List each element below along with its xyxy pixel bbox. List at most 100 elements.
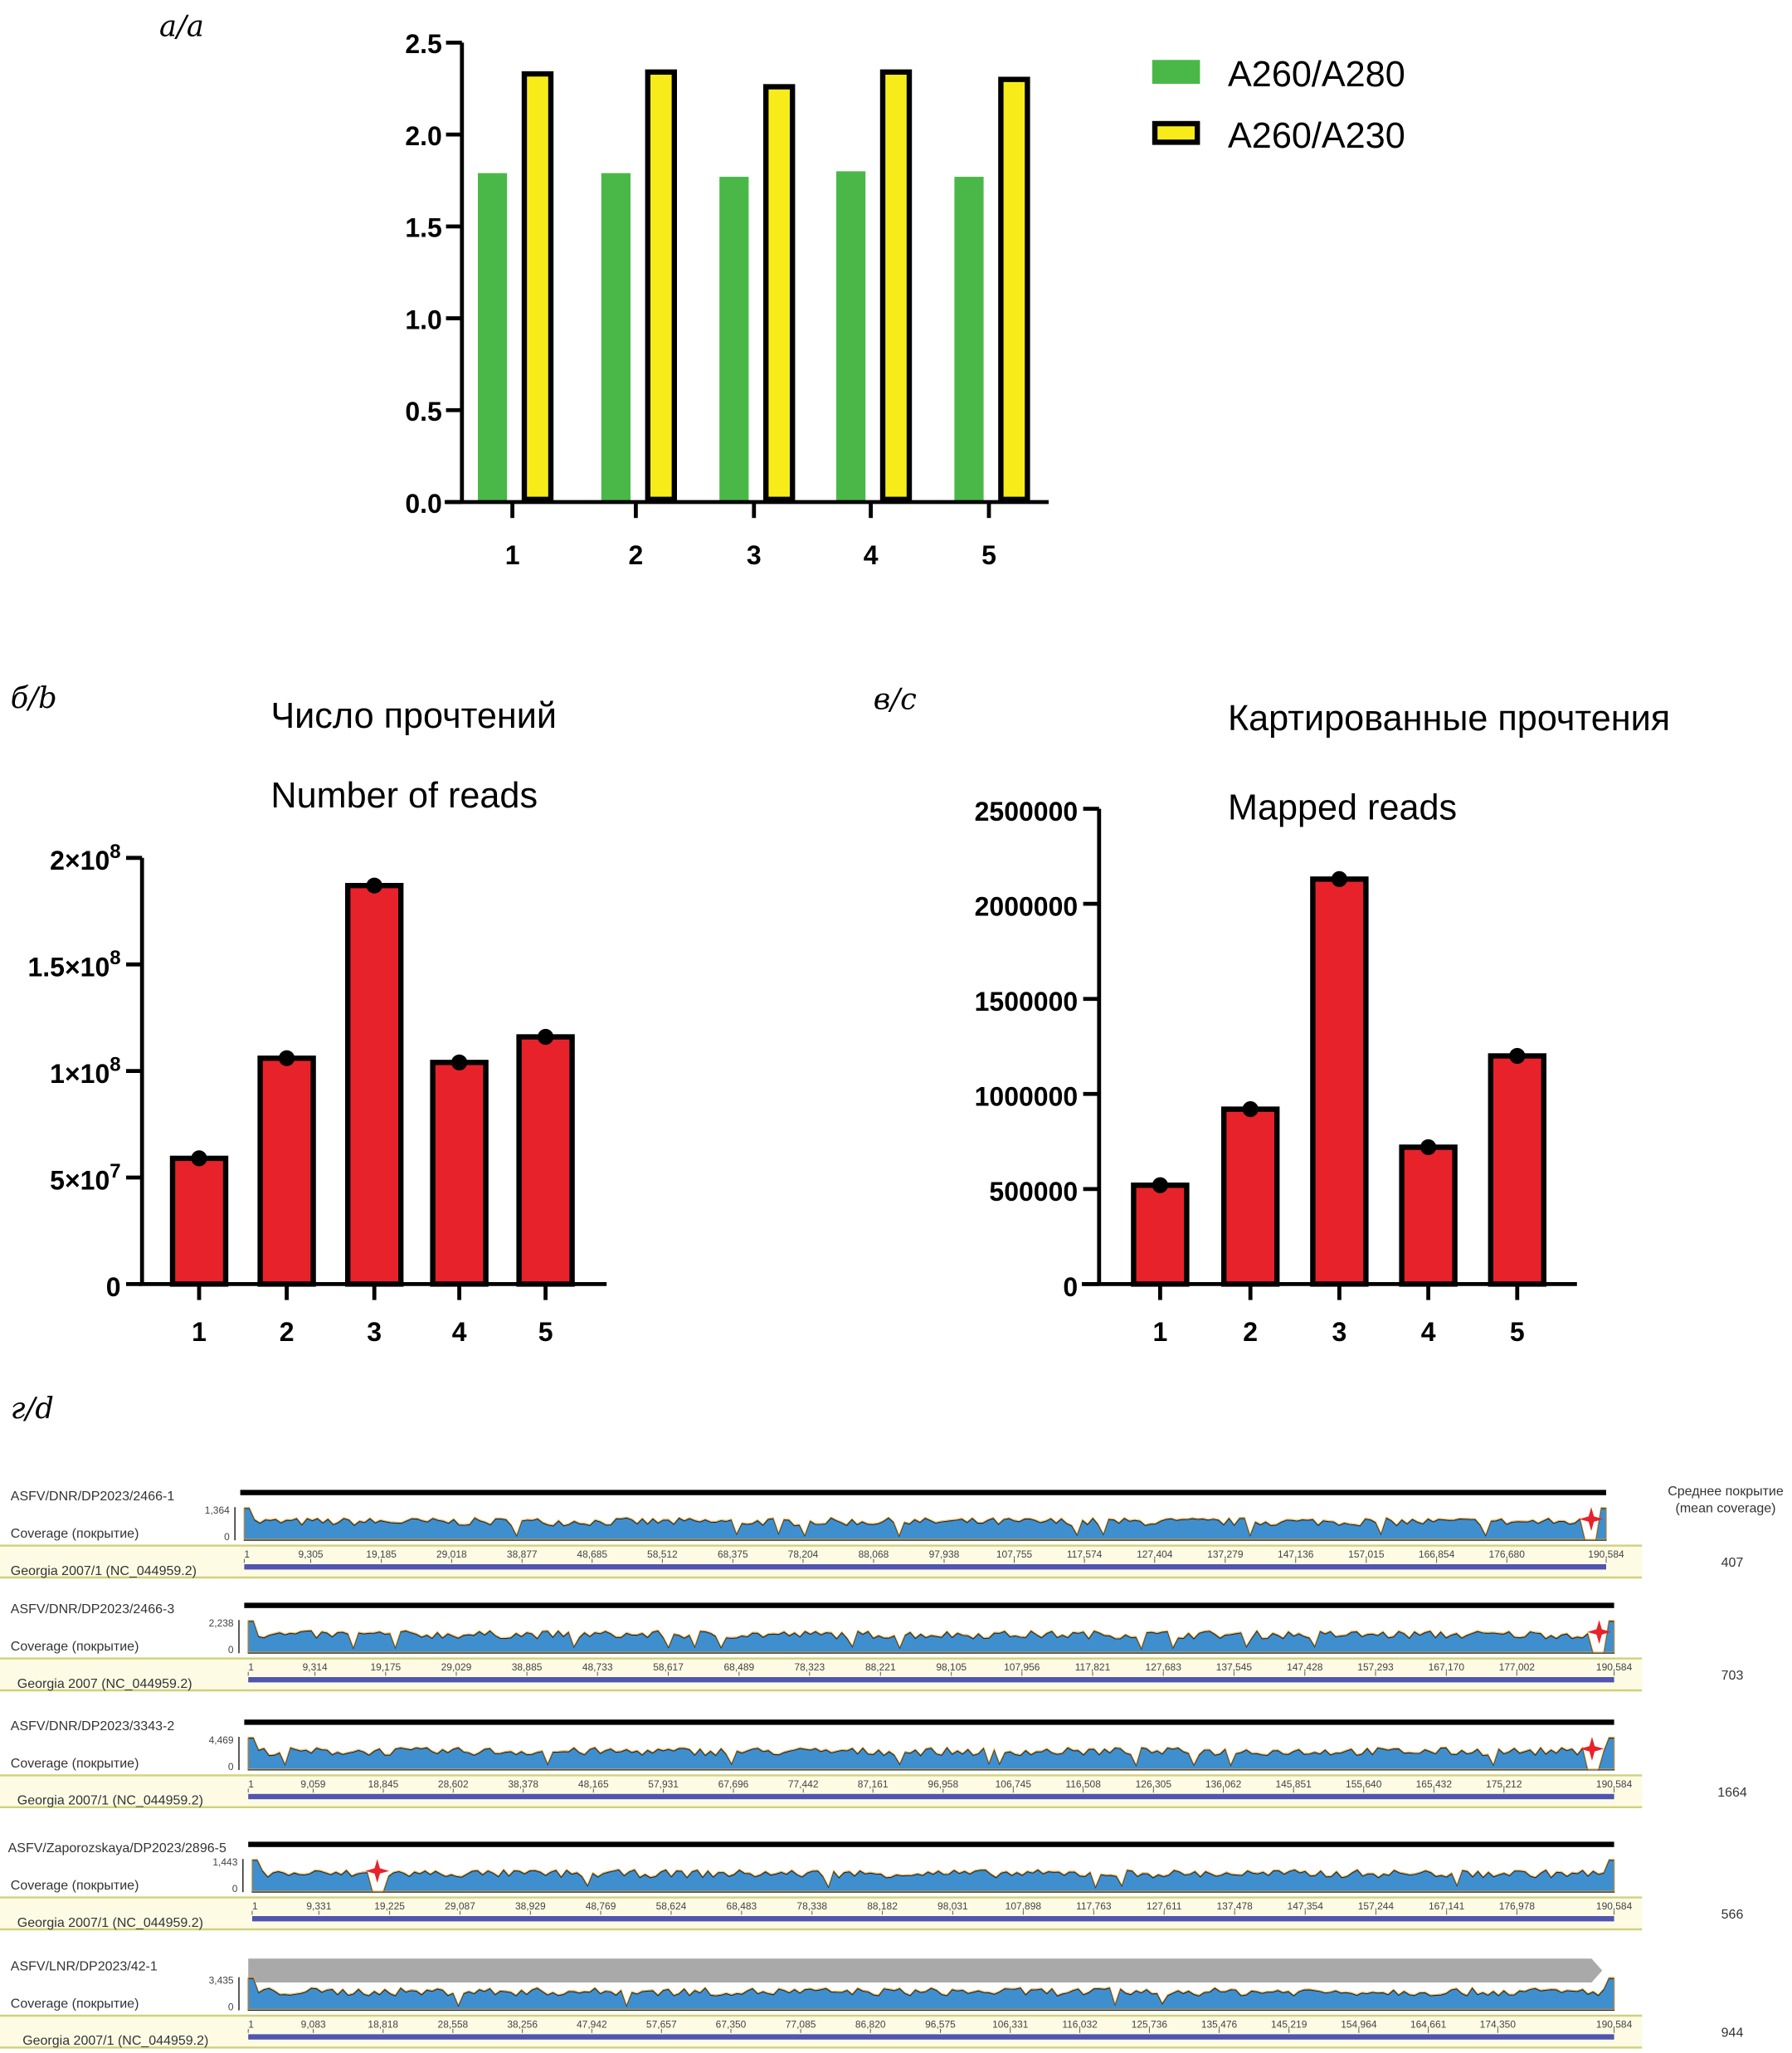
ruler-label: 127,611 xyxy=(1147,1900,1182,1912)
y-tick-label: 2.5 xyxy=(405,29,441,59)
sample-name: ASFV/DNR/DP2023/3343-2 xyxy=(11,1719,175,1734)
ruler-label: 78,204 xyxy=(788,1548,819,1560)
ruler-label: 127,404 xyxy=(1137,1548,1173,1560)
ruler-label: 97,938 xyxy=(929,1548,960,1560)
data-point xyxy=(451,1054,468,1070)
ruler-label: 38,929 xyxy=(515,1900,546,1912)
y-tick-label: 1×108 xyxy=(50,1054,120,1089)
ruler-label: 19,225 xyxy=(374,1900,405,1912)
ruler-label: 38,256 xyxy=(507,2018,538,2030)
coverage-label: Coverage (покрытие) xyxy=(11,1640,139,1654)
x-tick-label: 2 xyxy=(629,540,644,570)
ruler-label: 58,512 xyxy=(647,1548,678,1560)
x-tick-label: 1 xyxy=(1153,1317,1168,1347)
coverage-max: 1,443 xyxy=(212,1856,237,1868)
reference-band xyxy=(0,2016,1643,2048)
ruler-label: 190,584 xyxy=(1588,1548,1624,1560)
data-point xyxy=(1420,1139,1437,1156)
mean-coverage-value: 566 xyxy=(1721,1908,1744,1922)
legend-swatch-a260-a230 xyxy=(1152,120,1200,145)
ruler-label: 190,584 xyxy=(1596,2018,1633,2030)
reference-band xyxy=(0,1775,1643,1807)
coverage-track: ASFV/DNR/DP2023/2466-3 Coverage (покрытие… xyxy=(0,1602,1744,1692)
x-tick-label: 5 xyxy=(981,540,996,570)
x-tick-label: 2 xyxy=(1243,1317,1258,1347)
ruler-label: 154,964 xyxy=(1341,2018,1377,2030)
coverage-max: 2,238 xyxy=(209,1617,234,1629)
coverage-area xyxy=(247,1977,1615,2012)
mean-coverage-value: 407 xyxy=(1721,1556,1744,1570)
ruler-label: 9,083 xyxy=(301,2018,326,2030)
ruler-label: 137,478 xyxy=(1216,1900,1253,1912)
ruler-label: 167,141 xyxy=(1429,1900,1465,1912)
ruler-label: 147,354 xyxy=(1288,1900,1324,1912)
mean-coverage-header-en: (mean coverage) xyxy=(1676,1502,1776,1516)
ruler-label: 18,845 xyxy=(368,1778,399,1790)
variant-star-icon xyxy=(1580,1737,1605,1761)
reference-bar xyxy=(244,1564,1606,1570)
y-tick-base: 2×10 xyxy=(50,846,110,875)
bar-sample-4 xyxy=(430,1060,489,1287)
mean-coverage-header: Среднее покрытие xyxy=(1668,1485,1784,1499)
ruler-label: 68,483 xyxy=(727,1900,757,1912)
chart-purity-ratios: 0.0 0.5 1.0 1.5 2.0 2.5 1 2 3 4 5 A260/A280 A260/A23… xyxy=(405,29,1405,570)
variant-star-icon xyxy=(1587,1620,1611,1644)
ruler-label: 48,165 xyxy=(578,1778,609,1790)
y-tick-exponent: 8 xyxy=(110,841,120,863)
ruler-label: 98,031 xyxy=(937,1900,968,1912)
chart-title: Число прочтений xyxy=(270,696,557,736)
bar-a260-a230 xyxy=(521,71,554,502)
coverage-area xyxy=(243,1508,1607,1541)
coverage-track: ASFV/DNR/DP2023/3343-2 Coverage (покрытие… xyxy=(0,1719,1747,1808)
ruler-label: 88,182 xyxy=(867,1900,898,1912)
ruler-label: 135,476 xyxy=(1201,2018,1238,2030)
mean-coverage-value: 703 xyxy=(1721,1669,1744,1683)
reference-bar xyxy=(252,1916,1614,1922)
ruler-label: 1 xyxy=(248,2018,254,2030)
ruler-label: 28,558 xyxy=(438,2018,469,2030)
ruler-label: 87,161 xyxy=(858,1778,889,1790)
data-point xyxy=(279,1050,295,1066)
ruler-label: 190,584 xyxy=(1596,1900,1633,1912)
ruler-label: 48,685 xyxy=(577,1548,607,1560)
coverage-min: 0 xyxy=(224,1531,230,1543)
bar-sample-3 xyxy=(1310,876,1369,1287)
y-tick-label: 0 xyxy=(1063,1272,1078,1302)
x-tick-label: 1 xyxy=(192,1317,207,1347)
ruler-label: 1 xyxy=(244,1548,250,1560)
ruler-label: 88,068 xyxy=(859,1548,889,1560)
bar-a260-a280 xyxy=(719,177,749,502)
data-point xyxy=(366,877,382,894)
ruler-label: 106,745 xyxy=(996,1778,1032,1790)
bar-sample-4 xyxy=(1399,1144,1458,1287)
sequence-bar xyxy=(244,1602,1614,1608)
ruler-label: 78,338 xyxy=(796,1900,827,1912)
sequence-bar xyxy=(248,1841,1614,1847)
ruler-label: 127,683 xyxy=(1146,1661,1182,1673)
y-tick-label: 0 xyxy=(106,1272,121,1302)
chart-title: Картированные прочтения xyxy=(1228,699,1670,739)
bar-a260-a230 xyxy=(879,69,913,502)
ruler-label: 116,032 xyxy=(1062,2018,1098,2030)
ruler-label: 19,185 xyxy=(366,1548,397,1560)
ruler-label: 147,136 xyxy=(1278,1548,1314,1560)
ruler-label: 175,212 xyxy=(1486,1778,1522,1790)
bar-a260-a230 xyxy=(645,69,678,502)
ruler-label: 58,617 xyxy=(653,1661,684,1673)
y-tick-label: 1.5×108 xyxy=(27,947,120,982)
bar-a260-a230 xyxy=(763,84,796,502)
ruler-label: 29,018 xyxy=(436,1548,467,1560)
panel-label-b: б/b xyxy=(11,681,57,715)
chart-subtitle: Mapped reads xyxy=(1228,788,1457,827)
reference-name: Georgia 2007 (NC_044959.2) xyxy=(17,1677,192,1691)
ruler-label: 117,574 xyxy=(1067,1548,1103,1560)
ruler-label: 9,305 xyxy=(299,1548,324,1560)
chart-number-of-reads: Число прочтений Number of reads 0 5×107 1×… xyxy=(27,696,607,1347)
ruler-label: 38,877 xyxy=(507,1548,538,1560)
ruler-label: 117,821 xyxy=(1075,1661,1111,1673)
ruler-label: 126,305 xyxy=(1136,1778,1172,1790)
bar-sample-2 xyxy=(257,1055,316,1287)
ruler-label: 9,059 xyxy=(300,1778,325,1790)
ruler-label: 28,602 xyxy=(438,1778,469,1790)
coverage-max: 1,364 xyxy=(205,1504,230,1516)
